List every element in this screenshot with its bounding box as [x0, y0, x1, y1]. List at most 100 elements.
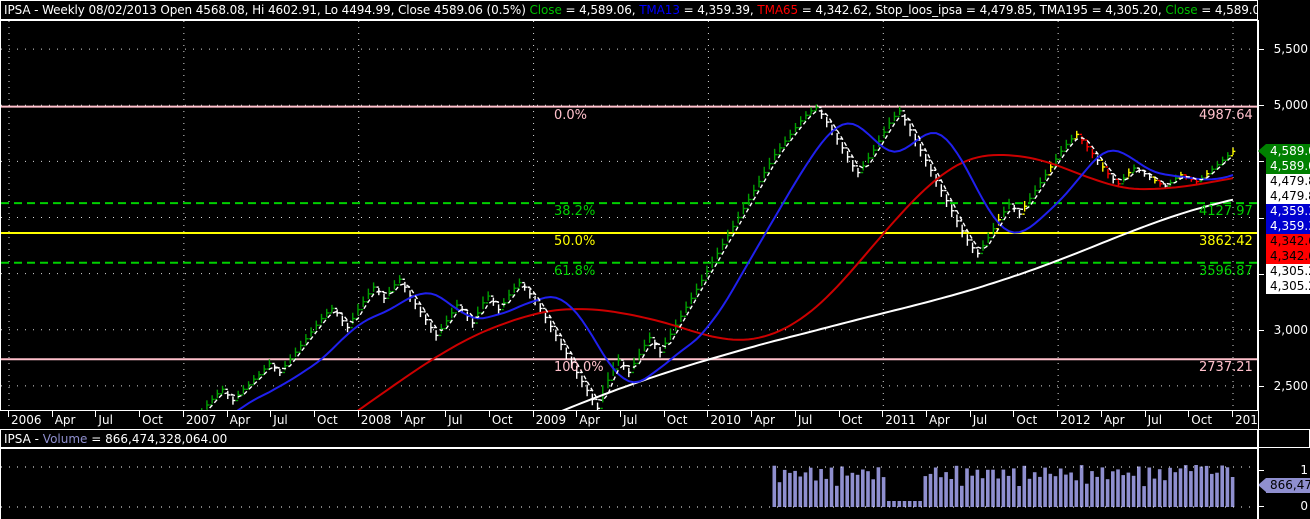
- volume-bar: [929, 474, 933, 507]
- time-axis-label: Jul: [1148, 413, 1162, 427]
- time-axis-label: Oct: [1016, 413, 1037, 427]
- volume-bar: [960, 486, 964, 507]
- volume-bar: [1043, 468, 1047, 507]
- volume-bar: [1215, 473, 1219, 507]
- volume-bar: [1194, 465, 1198, 507]
- time-axis-tick: [8, 411, 9, 417]
- time-axis-label: Oct: [142, 413, 163, 427]
- time-axis-label: 2013: [1235, 413, 1258, 427]
- volume-chart-canvas: [1, 449, 1257, 519]
- volume-bar: [898, 501, 902, 507]
- volume-bar: [804, 472, 808, 507]
- fibonacci-price-label: 4127.97: [1199, 205, 1253, 218]
- time-axis-label: Oct: [842, 413, 863, 427]
- time-axis-label: Oct: [492, 413, 513, 427]
- time-axis-label: Apr: [1104, 413, 1125, 427]
- volume-bar: [981, 478, 985, 507]
- price-scale-tick: [1258, 274, 1264, 275]
- volume-bar: [1017, 486, 1021, 507]
- price-scale-axis[interactable]: 5,5005,0003,0002,500 4,589.064,589.064,4…: [1258, 20, 1310, 519]
- price-tag-pointer: [1258, 144, 1266, 158]
- volume-bar: [1189, 471, 1193, 507]
- volume-bar: [1054, 476, 1058, 507]
- volume-bar: [996, 479, 1000, 508]
- volume-bar: [1106, 479, 1110, 507]
- time-axis-tick: [401, 411, 402, 417]
- fibonacci-price-label: 2737.21: [1199, 361, 1253, 374]
- price-tag: 4,479.85: [1266, 174, 1310, 189]
- time-axis-label: 2010: [710, 413, 741, 427]
- price-tag: 4,359.39: [1266, 204, 1310, 219]
- price-scale-tick: [1258, 105, 1264, 106]
- volume-bar: [955, 466, 959, 507]
- time-axis-tick: [751, 411, 752, 417]
- header-field-close-label: Close: [530, 3, 562, 17]
- volume-bar: [1007, 476, 1011, 507]
- volume-bar: [1033, 472, 1037, 507]
- price-scale-tick: [1258, 49, 1264, 50]
- time-axis-label: 2012: [1060, 413, 1091, 427]
- volume-bar: [1168, 468, 1172, 507]
- volume-bar: [991, 470, 995, 507]
- volume-bar: [1142, 486, 1146, 507]
- volume-value: = 866,474,328,064.00: [87, 432, 227, 446]
- time-axis-label: Jul: [448, 413, 462, 427]
- price-chart-pane[interactable]: 0.0% 4987.64 38.2% 4127.97 50.0% 3862.42 61.8%…: [0, 20, 1258, 415]
- volume-scale-label: 1: [1300, 464, 1308, 476]
- header-field-stoploss-value: = 4,479.85,: [966, 3, 1036, 17]
- volume-bar: [1116, 469, 1120, 507]
- time-axis-tick: [620, 411, 621, 417]
- price-scale-label: 2,500: [1274, 380, 1308, 392]
- volume-bar: [970, 476, 974, 507]
- header-field-tma65-label: TMA65: [757, 3, 798, 17]
- volume-bar: [825, 479, 829, 507]
- time-axis-tick: [270, 411, 271, 417]
- volume-bar: [913, 501, 917, 507]
- time-axis-tick: [707, 411, 708, 417]
- price-scale-tick: [1258, 386, 1264, 387]
- price-tag: 4,359.39: [1266, 219, 1310, 234]
- volume-bar: [1064, 475, 1068, 507]
- fibonacci-percent-label: 0.0%: [554, 109, 587, 122]
- volume-bar: [903, 501, 907, 507]
- time-axis-label: Apr: [55, 413, 76, 427]
- volume-bar: [918, 501, 922, 507]
- time-axis-tick: [95, 411, 96, 417]
- price-scale-label: 5,500: [1274, 43, 1308, 55]
- volume-bar: [814, 481, 818, 508]
- time-axis-tick: [576, 411, 577, 417]
- volume-label: Volume: [43, 432, 88, 446]
- volume-bar: [1231, 477, 1235, 507]
- volume-scale-axis-line: [1258, 448, 1259, 519]
- volume-bar: [950, 479, 954, 507]
- volume-bar: [851, 473, 855, 507]
- volume-bar: [1038, 477, 1042, 507]
- volume-bar: [1002, 470, 1006, 507]
- volume-header-text: IPSA - Volume = 866,474,328,064.00: [4, 432, 227, 446]
- volume-bar: [1049, 474, 1053, 507]
- volume-bar: [892, 501, 896, 507]
- time-axis-label: Apr: [404, 413, 425, 427]
- volume-chart-pane[interactable]: [0, 448, 1258, 519]
- price-scale-label: 5,000: [1274, 99, 1308, 111]
- volume-bar: [861, 470, 865, 508]
- header-field-tma195-label: TMA195: [1040, 3, 1088, 17]
- time-axis-tick: [1145, 411, 1146, 417]
- volume-bar: [976, 470, 980, 507]
- volume-bar: [773, 466, 777, 507]
- time-axis-label: 2009: [536, 413, 567, 427]
- time-axis-tick: [52, 411, 53, 417]
- volume-bar: [788, 473, 792, 507]
- header-title: IPSA - Weekly 08/02/2013 Open 4568.08, H…: [4, 3, 526, 17]
- time-axis-label: Jul: [98, 413, 112, 427]
- volume-header-bar: IPSA - Volume = 866,474,328,064.00: [0, 429, 1258, 448]
- time-axis-tick: [839, 411, 840, 417]
- volume-bar: [1121, 475, 1125, 507]
- price-tag: 4,305.2: [1266, 264, 1310, 279]
- fibonacci-percent-label: 50.0%: [554, 235, 595, 248]
- time-axis-tick: [445, 411, 446, 417]
- time-axis-tick: [314, 411, 315, 417]
- volume-bar: [809, 468, 813, 507]
- chart-application: IPSA - Weekly 08/02/2013 Open 4568.08, H…: [0, 0, 1310, 519]
- time-axis-label: 2011: [885, 413, 916, 427]
